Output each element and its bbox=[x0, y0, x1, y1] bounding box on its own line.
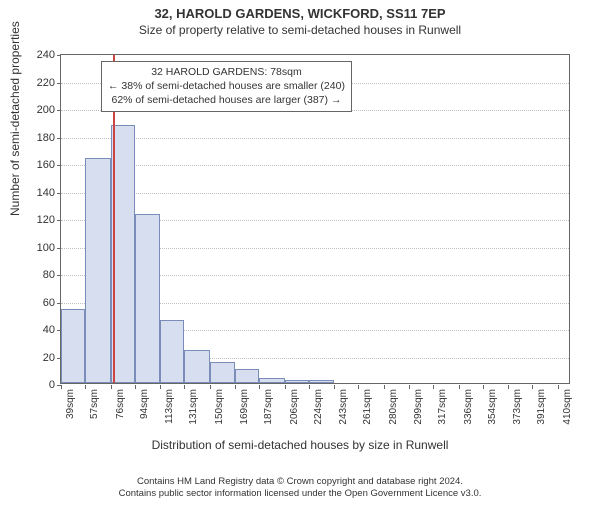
ytick-label: 20 bbox=[15, 352, 55, 364]
xtick-label: 391sqm bbox=[536, 389, 547, 425]
gridline bbox=[61, 165, 569, 166]
ytick-label: 240 bbox=[15, 49, 55, 61]
xtick-mark bbox=[160, 385, 161, 389]
xtick-label: 150sqm bbox=[214, 389, 225, 425]
histogram-bar bbox=[259, 378, 284, 384]
xtick-label: 299sqm bbox=[413, 389, 424, 425]
ytick-mark bbox=[57, 275, 61, 276]
histogram-bar bbox=[160, 320, 184, 383]
xtick-label: 224sqm bbox=[313, 389, 324, 425]
xtick-mark bbox=[532, 385, 533, 389]
xtick-label: 131sqm bbox=[188, 389, 199, 425]
ytick-label: 180 bbox=[15, 132, 55, 144]
xtick-mark bbox=[184, 385, 185, 389]
xtick-label: 94sqm bbox=[139, 389, 150, 419]
xtick-mark bbox=[61, 385, 62, 389]
ytick-label: 0 bbox=[15, 379, 55, 391]
histogram-bar bbox=[184, 350, 209, 383]
ytick-label: 160 bbox=[15, 159, 55, 171]
info-box: 32 HAROLD GARDENS: 78sqm← 38% of semi-de… bbox=[101, 61, 352, 112]
xtick-mark bbox=[384, 385, 385, 389]
xtick-mark bbox=[558, 385, 559, 389]
xtick-mark bbox=[235, 385, 236, 389]
chart-subtitle: Size of property relative to semi-detach… bbox=[0, 23, 600, 37]
ytick-mark bbox=[57, 138, 61, 139]
xtick-mark bbox=[358, 385, 359, 389]
xtick-label: 169sqm bbox=[239, 389, 250, 425]
xtick-label: 187sqm bbox=[263, 389, 274, 425]
histogram-bar bbox=[61, 309, 85, 383]
xtick-mark bbox=[459, 385, 460, 389]
ytick-mark bbox=[57, 55, 61, 56]
xtick-label: 336sqm bbox=[463, 389, 474, 425]
gridline bbox=[61, 193, 569, 194]
x-axis-label: Distribution of semi-detached houses by … bbox=[0, 438, 600, 452]
chart-container: 32, HAROLD GARDENS, WICKFORD, SS11 7EP S… bbox=[0, 6, 600, 506]
ytick-mark bbox=[57, 165, 61, 166]
ytick-label: 200 bbox=[15, 104, 55, 116]
histogram-bar bbox=[235, 369, 259, 383]
ytick-label: 100 bbox=[15, 242, 55, 254]
xtick-mark bbox=[409, 385, 410, 389]
histogram-bar bbox=[85, 158, 110, 384]
info-box-line3: 62% of semi-detached houses are larger (… bbox=[108, 93, 345, 107]
xtick-label: 206sqm bbox=[289, 389, 300, 425]
xtick-label: 354sqm bbox=[487, 389, 498, 425]
ytick-label: 120 bbox=[15, 214, 55, 226]
xtick-mark bbox=[483, 385, 484, 389]
info-box-line1: 32 HAROLD GARDENS: 78sqm bbox=[108, 65, 345, 79]
histogram-bar bbox=[210, 362, 235, 383]
xtick-mark bbox=[433, 385, 434, 389]
histogram-bar bbox=[309, 380, 334, 383]
xtick-mark bbox=[111, 385, 112, 389]
ytick-label: 60 bbox=[15, 297, 55, 309]
xtick-mark bbox=[309, 385, 310, 389]
info-box-line2: ← 38% of semi-detached houses are smalle… bbox=[108, 79, 345, 93]
histogram-bar bbox=[135, 214, 160, 383]
histogram-bar bbox=[285, 380, 309, 383]
xtick-mark bbox=[334, 385, 335, 389]
xtick-mark bbox=[508, 385, 509, 389]
gridline bbox=[61, 138, 569, 139]
ytick-label: 40 bbox=[15, 324, 55, 336]
ytick-mark bbox=[57, 248, 61, 249]
xtick-label: 317sqm bbox=[437, 389, 448, 425]
xtick-mark bbox=[210, 385, 211, 389]
ytick-mark bbox=[57, 220, 61, 221]
xtick-label: 243sqm bbox=[338, 389, 349, 425]
plot: 02040608010012014016018020022024039sqm57… bbox=[60, 54, 570, 384]
xtick-label: 76sqm bbox=[115, 389, 126, 419]
ytick-label: 140 bbox=[15, 187, 55, 199]
xtick-label: 410sqm bbox=[562, 389, 573, 425]
xtick-label: 57sqm bbox=[89, 389, 100, 419]
xtick-label: 39sqm bbox=[65, 389, 76, 419]
xtick-label: 113sqm bbox=[164, 389, 175, 424]
xtick-label: 373sqm bbox=[512, 389, 523, 425]
ytick-mark bbox=[57, 303, 61, 304]
xtick-label: 280sqm bbox=[388, 389, 399, 425]
xtick-mark bbox=[285, 385, 286, 389]
attribution-line2: Contains public sector information licen… bbox=[0, 488, 600, 500]
attribution: Contains HM Land Registry data © Crown c… bbox=[0, 476, 600, 500]
ytick-label: 220 bbox=[15, 77, 55, 89]
xtick-label: 261sqm bbox=[362, 389, 373, 425]
xtick-mark bbox=[259, 385, 260, 389]
ytick-mark bbox=[57, 193, 61, 194]
plot-area: 02040608010012014016018020022024039sqm57… bbox=[60, 54, 570, 424]
xtick-mark bbox=[85, 385, 86, 389]
ytick-mark bbox=[57, 83, 61, 84]
xtick-mark bbox=[135, 385, 136, 389]
ytick-label: 80 bbox=[15, 269, 55, 281]
chart-title: 32, HAROLD GARDENS, WICKFORD, SS11 7EP bbox=[0, 6, 600, 21]
ytick-mark bbox=[57, 110, 61, 111]
attribution-line1: Contains HM Land Registry data © Crown c… bbox=[0, 476, 600, 488]
